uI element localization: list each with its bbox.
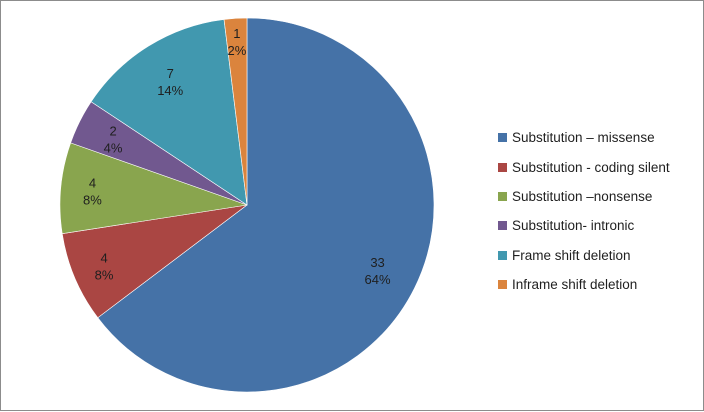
pie-slice-6 xyxy=(223,17,248,206)
legend-swatch-6 xyxy=(498,280,507,290)
legend-label-1: Substitution – missense xyxy=(512,130,655,146)
slice-percent-label-3: 8% xyxy=(83,193,102,208)
slice-value-label-2: 4 xyxy=(100,250,107,265)
pie-slice-3 xyxy=(59,142,248,235)
slice-percent-label-1: 64% xyxy=(365,272,391,287)
pie-slice-5 xyxy=(90,19,248,206)
pie-slice-2 xyxy=(61,204,248,319)
slice-percent-label-2: 8% xyxy=(95,267,114,282)
slice-percent-label-4: 4% xyxy=(104,140,123,155)
slice-value-label-1: 33 xyxy=(370,255,384,270)
slice-value-label-5: 7 xyxy=(167,66,174,81)
slice-percent-label-5: 14% xyxy=(157,83,183,98)
legend-swatch-1 xyxy=(498,133,507,143)
legend-item-4: Substitution- intronic xyxy=(498,211,670,240)
legend-label-3: Substitution –nonsense xyxy=(512,188,653,204)
slice-percent-label-6: 2% xyxy=(227,43,246,58)
legend-label-4: Substitution- intronic xyxy=(512,218,635,234)
legend-item-3: Substitution –nonsense xyxy=(498,182,670,211)
slice-value-label-6: 1 xyxy=(233,26,240,41)
slice-value-label-3: 4 xyxy=(89,176,96,191)
legend-swatch-2 xyxy=(498,162,507,172)
legend-item-6: Inframe shift deletion xyxy=(498,270,670,299)
legend-swatch-4 xyxy=(498,221,507,231)
chart-legend: Substitution – missense Substitution - co… xyxy=(498,123,670,299)
legend-swatch-3 xyxy=(498,191,507,201)
pie-slice-1 xyxy=(97,17,435,393)
slice-value-label-4: 2 xyxy=(109,123,116,138)
legend-label-2: Substitution - coding silent xyxy=(512,159,670,175)
legend-item-1: Substitution – missense xyxy=(498,123,670,152)
legend-item-2: Substitution - coding silent xyxy=(498,152,670,181)
legend-label-6: Inframe shift deletion xyxy=(512,277,638,293)
legend-swatch-5 xyxy=(498,250,507,260)
legend-label-5: Frame shift deletion xyxy=(512,247,631,263)
legend-item-5: Frame shift deletion xyxy=(498,241,670,270)
